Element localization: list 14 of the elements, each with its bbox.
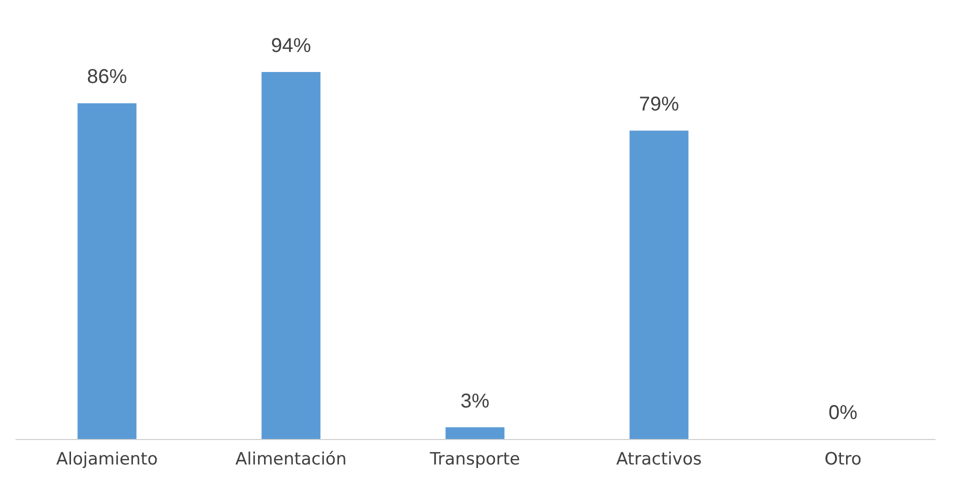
data-label: 86% xyxy=(86,66,128,88)
x-tick-label: Alojamiento xyxy=(56,450,158,470)
x-tick-label: Alimentación xyxy=(235,450,347,470)
x-tick-label: Atractivos xyxy=(616,450,702,470)
data-label: 79% xyxy=(638,94,680,116)
bar xyxy=(78,103,136,439)
data-label: 0% xyxy=(828,402,858,424)
bar xyxy=(630,130,688,439)
data-label: 94% xyxy=(270,35,312,57)
x-tick-label: Transporte xyxy=(428,450,520,470)
bar xyxy=(262,72,320,439)
x-tick-label: Otro xyxy=(824,450,862,470)
data-label: 3% xyxy=(460,390,490,412)
bar xyxy=(446,427,504,439)
